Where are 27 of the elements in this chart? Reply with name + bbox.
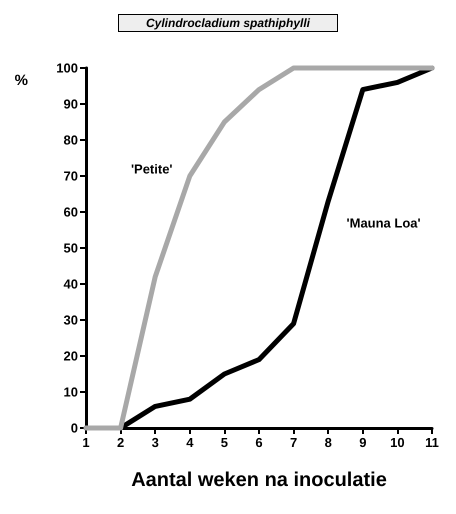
x-axis-title: Aantal weken na inoculatie [131,469,387,491]
x-tick-label: 8 [324,435,332,450]
series-label: 'Petite' [130,161,173,176]
chart-title: Cylindrocladium spathiphylli [146,16,311,30]
y-tick-label: 100 [56,60,78,76]
x-tick-label: 6 [255,435,263,450]
x-tick-label: 9 [359,435,366,450]
y-tick-label: 80 [64,132,78,148]
x-tick-label: 7 [290,435,298,450]
x-tick-label: 1 [82,435,90,450]
y-tick-label: 70 [64,168,78,184]
y-axis-title: % [14,72,28,89]
y-tick-label: 60 [64,204,78,220]
y-tick-label: 40 [64,276,78,292]
y-tick-label: 90 [64,96,78,112]
y-tick-label: 0 [70,420,78,436]
x-tick-label: 3 [152,435,159,450]
y-tick-label: 30 [64,312,78,328]
series-label: 'Mauna Loa' [346,215,421,230]
y-tick-label: 50 [64,240,78,256]
x-tick-label: 10 [390,435,405,450]
x-tick-label: 2 [116,435,124,450]
x-tick-label: 11 [425,435,439,450]
x-tick-label: 4 [186,435,194,450]
y-tick-label: 20 [64,348,78,364]
y-tick-label: 10 [64,384,78,400]
x-tick-label: 5 [220,435,228,450]
